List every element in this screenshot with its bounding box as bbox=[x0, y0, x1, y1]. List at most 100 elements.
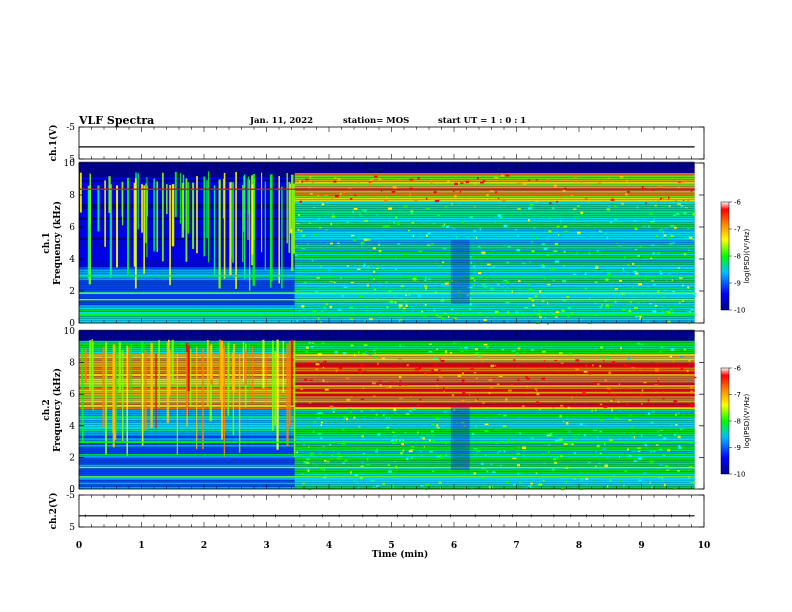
spectrogram-band bbox=[294, 482, 695, 485]
sferic-streak bbox=[220, 340, 223, 440]
spectral-speck bbox=[470, 179, 473, 182]
sferic-streak bbox=[196, 346, 198, 450]
spectrogram-band bbox=[294, 311, 695, 314]
spectral-speck bbox=[321, 203, 325, 206]
spectral-speck bbox=[425, 276, 427, 279]
spectral-speck bbox=[452, 317, 457, 320]
spectral-speck bbox=[431, 197, 435, 200]
spectral-speck bbox=[563, 264, 566, 267]
spectral-speck bbox=[501, 348, 504, 351]
spectral-speck bbox=[531, 250, 535, 253]
spectral-speck bbox=[622, 295, 625, 299]
spectral-speck bbox=[471, 433, 475, 435]
sferic-streak bbox=[126, 345, 128, 457]
spectrogram-band bbox=[79, 427, 295, 430]
spectral-speck bbox=[386, 225, 390, 228]
spectral-speck bbox=[639, 369, 641, 371]
spectral-speck bbox=[300, 387, 303, 391]
sferic-streak bbox=[187, 182, 190, 234]
spectral-speck bbox=[529, 203, 534, 207]
spectrogram-band bbox=[294, 380, 695, 383]
spectral-speck bbox=[580, 366, 584, 368]
spectral-speck bbox=[399, 397, 403, 399]
spectral-speck bbox=[666, 469, 670, 471]
spectral-speck bbox=[481, 477, 484, 480]
spectral-speck bbox=[461, 454, 464, 457]
spectrogram-band bbox=[294, 253, 695, 256]
spectral-speck bbox=[429, 343, 432, 345]
spectrogram-band bbox=[294, 331, 695, 334]
spectral-speck bbox=[507, 438, 510, 441]
spectral-speck bbox=[473, 283, 476, 286]
spectral-speck bbox=[425, 287, 427, 290]
spectral-speck bbox=[546, 284, 551, 286]
spectrogram-band bbox=[294, 462, 695, 465]
spectral-speck bbox=[541, 350, 546, 353]
spectral-speck bbox=[303, 282, 308, 285]
spectral-speck bbox=[492, 471, 496, 474]
spectral-speck bbox=[306, 458, 310, 461]
spectral-speck bbox=[434, 199, 439, 203]
spectrogram-band bbox=[294, 458, 695, 461]
spectral-speck bbox=[456, 237, 458, 239]
spectral-speck bbox=[513, 440, 515, 442]
ch1-spectrogram-panel: 0 2 4 6 8 10 ch.1Frequency (kHz) bbox=[42, 159, 705, 329]
spectrogram-band bbox=[79, 314, 295, 317]
spectral-speck bbox=[460, 399, 465, 402]
spectrogram-band bbox=[294, 244, 695, 247]
spectral-speck bbox=[541, 377, 546, 380]
spectral-speck bbox=[393, 435, 396, 437]
spectral-speck bbox=[656, 252, 661, 254]
spectrogram-band bbox=[294, 251, 695, 254]
spectral-speck bbox=[655, 362, 659, 365]
spectrogram-band bbox=[79, 172, 295, 175]
spectral-speck bbox=[597, 182, 602, 184]
spectral-speck bbox=[647, 412, 651, 415]
spectral-speck bbox=[359, 295, 364, 298]
spectral-speck bbox=[373, 195, 376, 198]
spectrogram-band bbox=[79, 275, 295, 278]
spectral-speck bbox=[565, 406, 567, 408]
spectral-speck bbox=[635, 272, 639, 275]
spectral-speck bbox=[672, 311, 674, 313]
spectral-speck bbox=[499, 217, 503, 220]
spectral-speck bbox=[317, 194, 319, 196]
spectral-speck bbox=[460, 346, 462, 350]
spectral-speck bbox=[560, 455, 563, 458]
spectral-speck bbox=[343, 416, 347, 419]
spectrogram-band bbox=[79, 482, 295, 485]
spectral-speck bbox=[413, 275, 417, 278]
spectral-speck bbox=[652, 310, 657, 313]
spectrogram-band bbox=[294, 181, 695, 184]
spectral-speck bbox=[553, 184, 557, 187]
spectral-speck bbox=[451, 202, 453, 206]
spectral-speck bbox=[511, 290, 513, 294]
spectral-speck bbox=[320, 424, 323, 427]
spectral-speck bbox=[607, 485, 609, 488]
spectrogram-band bbox=[294, 484, 695, 487]
spectral-speck bbox=[398, 358, 402, 360]
spectral-speck bbox=[612, 399, 615, 401]
spectral-speck bbox=[386, 386, 389, 388]
spectral-speck bbox=[463, 487, 466, 490]
spectral-speck bbox=[554, 242, 559, 246]
spectrogram-band bbox=[294, 320, 695, 323]
spectral-speck bbox=[473, 183, 477, 185]
spectral-speck bbox=[605, 278, 609, 281]
spectral-speck bbox=[341, 294, 344, 297]
spectral-speck bbox=[657, 379, 659, 383]
spectral-speck bbox=[640, 343, 644, 345]
spectral-speck bbox=[552, 268, 556, 271]
spectral-speck bbox=[631, 367, 636, 369]
spectral-speck bbox=[670, 423, 674, 425]
spectral-speck bbox=[309, 176, 312, 179]
spectral-speck bbox=[429, 197, 432, 199]
spectrogram-band bbox=[294, 400, 695, 403]
spectral-speck bbox=[607, 177, 610, 179]
spectral-speck bbox=[376, 448, 378, 451]
spectral-speck bbox=[624, 470, 628, 473]
spectral-speck bbox=[638, 283, 642, 286]
sferic-streak bbox=[249, 179, 251, 291]
spectral-speck bbox=[535, 199, 539, 203]
spectral-speck bbox=[678, 277, 683, 279]
